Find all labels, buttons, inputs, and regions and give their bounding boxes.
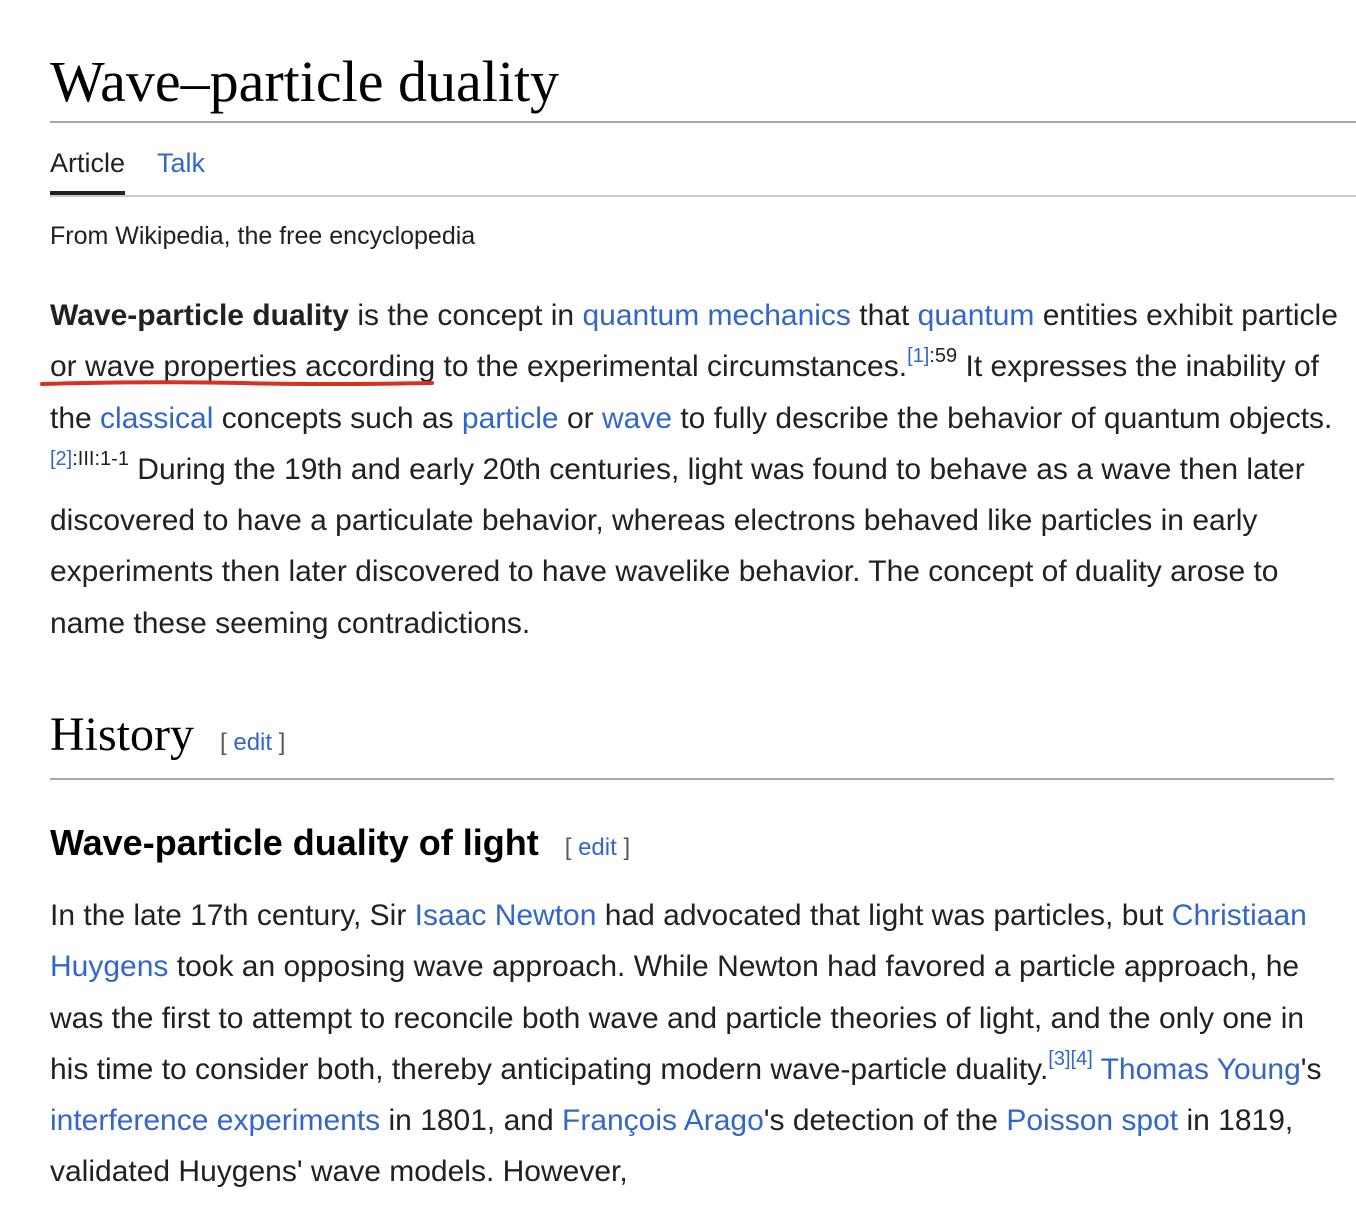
link-particle-or-wave-properties[interactable]: particle or wave properties [50, 299, 1338, 384]
tab-article[interactable]: Article [50, 140, 126, 196]
intro-paragraph: Wave-particle duality is the concept in … [50, 299, 1338, 640]
site-tagline: From Wikipedia, the free encyclopedia [50, 222, 476, 250]
namespace-tabs: Article Talk [50, 140, 237, 196]
link-thomas-young[interactable]: Thomas Young [1100, 1052, 1301, 1086]
link-classical[interactable]: classical [100, 401, 214, 435]
link-wave[interactable]: wave [601, 401, 673, 435]
section-heading-light: Wave-particle duality of light [ edit ] [50, 815, 630, 876]
title-divider [50, 121, 1356, 123]
edit-section-light: [ edit ] [564, 834, 631, 861]
citation-2[interactable]: [2]:III:1-1 [50, 447, 129, 470]
citation-4[interactable]: [4] [1070, 1047, 1093, 1070]
tab-talk[interactable]: Talk [157, 148, 206, 178]
bold-term: Wave-particle duality [50, 299, 349, 332]
edit-link-history[interactable]: edit [233, 729, 273, 756]
citation-1[interactable]: [1]:59 [907, 345, 958, 368]
tabs-divider [50, 195, 1356, 197]
link-poisson-spot[interactable]: Poisson spot [1006, 1104, 1179, 1138]
link-isaac-newton[interactable]: Isaac Newton [414, 899, 597, 932]
page-title: Wave–particle duality [50, 49, 560, 114]
link-quantum-mechanics[interactable]: quantum mechanics [582, 299, 851, 332]
section-heading-history: History [ edit ] [50, 700, 285, 778]
history-divider [50, 778, 1334, 780]
link-particle[interactable]: particle [461, 401, 559, 435]
link-francois-arago[interactable]: François Arago [562, 1104, 764, 1138]
link-interference-experiments[interactable]: interference experiments [50, 1104, 381, 1138]
edit-section-history: [ edit ] [220, 729, 286, 756]
link-christiaan-huygens[interactable]: Christiaan Huygens [50, 899, 1307, 984]
citation-3[interactable]: [3] [1048, 1047, 1071, 1070]
edit-link-light[interactable]: edit [578, 834, 617, 861]
light-paragraph: In the late 17th century, Sir Isaac Newt… [50, 899, 1322, 1189]
link-quantum[interactable]: quantum [917, 299, 1035, 332]
